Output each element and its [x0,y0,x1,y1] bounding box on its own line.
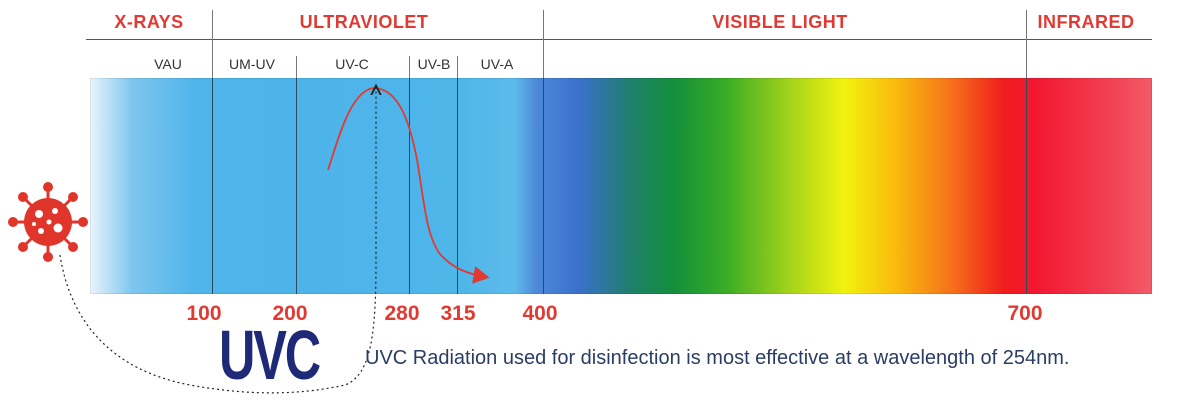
uvc-title: UVC [219,316,321,394]
region-divider [212,10,213,78]
sub-band-label-um-uv: UM-UV [229,56,275,72]
wavelength-tick-280: 280 [384,302,420,325]
caption-text: UVC Radiation used for disinfection is m… [365,347,1070,369]
spectrum-divider-315 [457,78,458,294]
spectrum-divider-100 [212,78,213,294]
region-label-visible-light: VISIBLE LIGHT [712,12,848,32]
region-label-x-rays: X-RAYS [114,12,184,32]
sub-band-label-uv-c: UV-C [335,56,369,72]
spectrum-divider-400 [543,78,544,294]
region-divider [543,10,544,78]
spectrum-divider-700 [1026,78,1027,294]
sub-band-label-vau: VAU [154,56,182,72]
wavelength-tick-100: 100 [186,302,222,325]
header-rule [86,39,1152,40]
spectrum-divider-280 [409,78,410,294]
wavelength-tick-700: 700 [1007,302,1043,325]
region-label-infrared: INFRARED [1037,12,1135,32]
wavelength-tick-315: 315 [440,302,476,325]
wavelength-tick-400: 400 [522,302,558,325]
spectrum-bar [90,78,1152,294]
sub-band-divider [409,56,410,78]
spectrum-divider-200 [296,78,297,294]
sub-band-divider [296,56,297,78]
virus-icon [8,182,88,262]
sub-band-divider [457,56,458,78]
sub-band-label-uv-a: UV-A [480,56,514,72]
region-label-ultraviolet: ULTRAVIOLET [299,12,429,32]
region-divider [1026,10,1027,78]
sub-band-label-uv-b: UV-B [417,56,451,72]
